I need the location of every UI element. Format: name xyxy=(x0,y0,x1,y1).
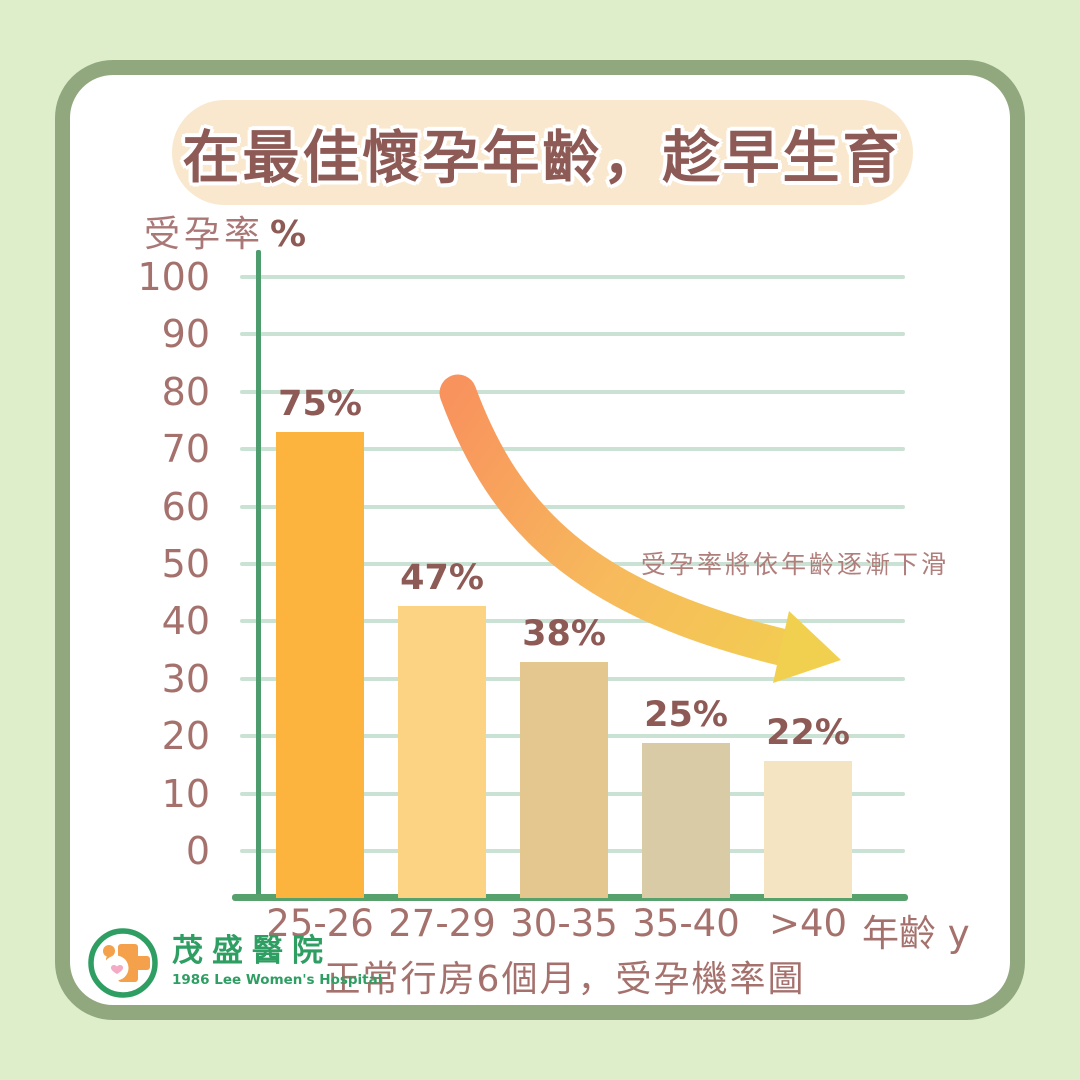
y-tick-label-80: 80 xyxy=(161,369,210,414)
bar-27-29 xyxy=(398,606,486,898)
hospital-name: 茂盛醫院 xyxy=(172,933,332,969)
cross-icon xyxy=(106,944,150,982)
bar-35-40 xyxy=(642,743,730,898)
x-axis-title: 年齡 y xyxy=(862,912,970,955)
bar->40 xyxy=(764,761,852,898)
bar-value-label-35-40: 25% xyxy=(644,695,728,735)
gridline-90 xyxy=(240,332,905,337)
bar-value-label->40: 22% xyxy=(766,713,850,753)
x-tick-label-27-29: 27-29 xyxy=(388,902,496,945)
y-tick-label-30: 30 xyxy=(161,656,210,701)
page-title: 在最佳懷孕年齡，趁早生育 xyxy=(182,124,903,191)
arrow-head xyxy=(773,611,841,683)
bar-value-label-27-29: 47% xyxy=(400,558,484,598)
hospital-logo: 茂盛醫院 1986 Lee Women's Hospital xyxy=(88,928,382,998)
gridline-80 xyxy=(240,389,905,394)
y-tick-label-60: 60 xyxy=(161,484,210,529)
y-tick-label-20: 20 xyxy=(161,714,210,759)
title-banner: 在最佳懷孕年齡，趁早生育 xyxy=(172,100,913,205)
figure-head xyxy=(103,945,115,957)
y-axis-line xyxy=(256,250,261,898)
bar-value-label-25-26: 75% xyxy=(278,384,362,424)
bar-30-35 xyxy=(520,662,608,898)
gridline-100 xyxy=(240,275,905,279)
gridline-40 xyxy=(240,619,905,624)
annotation-text: 受孕率將依年齡逐漸下滑 xyxy=(640,550,949,579)
y-axis-title: 受孕率% xyxy=(144,205,310,257)
hospital-logo-icon xyxy=(88,928,158,998)
y-tick-label-90: 90 xyxy=(161,312,210,357)
y-tick-label-100: 100 xyxy=(137,255,210,299)
chart-caption: 正常行房6個月，受孕機率圖 xyxy=(324,959,806,1000)
y-tick-label-0: 0 xyxy=(185,829,210,873)
x-tick-label-25-26: 25-26 xyxy=(266,902,374,945)
x-tick-label->40: >40 xyxy=(768,902,848,945)
arrow-curve xyxy=(439,374,804,667)
hospital-logo-text: 茂盛醫院 1986 Lee Women's Hospital xyxy=(172,928,382,988)
y-tick-label-70: 70 xyxy=(161,427,210,472)
y-tick-label-40: 40 xyxy=(161,599,210,644)
bar-25-26 xyxy=(276,432,364,898)
y-axis-unit: % xyxy=(270,214,311,255)
y-axis-label: 受孕率 xyxy=(144,214,265,255)
y-tick-label-10: 10 xyxy=(161,771,210,816)
heart-icon xyxy=(110,964,124,974)
bar-value-label-30-35: 38% xyxy=(522,614,606,654)
y-tick-label-50: 50 xyxy=(161,542,210,586)
x-tick-label-35-40: 35-40 xyxy=(632,902,740,945)
gridline-70 xyxy=(240,447,905,452)
gridline-60 xyxy=(240,504,905,509)
x-tick-label-30-35: 30-35 xyxy=(510,902,618,945)
hospital-subtitle: 1986 Lee Women's Hospital xyxy=(172,972,383,988)
